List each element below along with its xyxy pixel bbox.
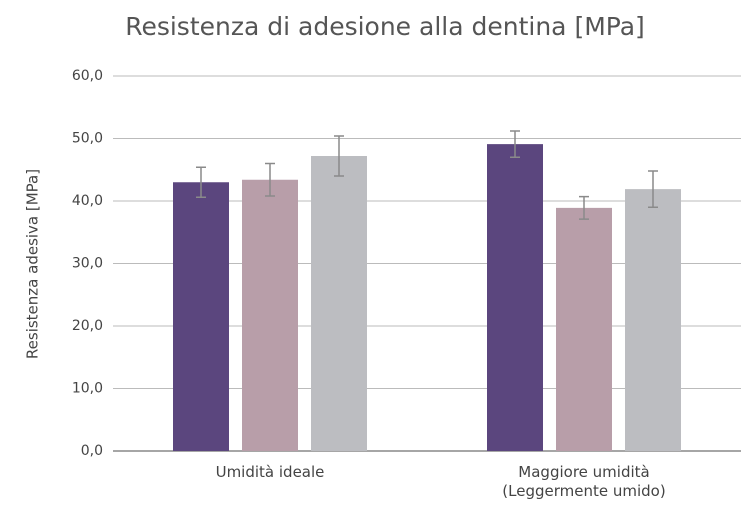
bar	[625, 189, 681, 451]
y-tick-label: 0,0	[81, 443, 103, 459]
bar	[242, 179, 298, 451]
bar	[487, 144, 543, 451]
chart-title: Resistenza di adesione alla dentina [MPa…	[125, 12, 645, 41]
x-tick-label: Umidità ideale	[215, 463, 325, 481]
error-bar	[196, 166, 206, 198]
bar	[173, 182, 229, 451]
y-tick-label: 30,0	[72, 256, 103, 272]
error-bar	[579, 195, 589, 220]
y-tick-label: 10,0	[72, 381, 103, 397]
error-bar	[334, 135, 344, 177]
y-tick-label: 60,0	[72, 68, 103, 84]
error-bar	[648, 170, 658, 208]
bar	[311, 156, 367, 451]
x-tick-label: Maggiore umidità (Leggermente umido)	[502, 463, 666, 500]
bar	[556, 207, 612, 451]
y-tick-label: 20,0	[72, 318, 103, 334]
y-tick-label: 40,0	[72, 193, 103, 209]
y-tick-label: 50,0	[72, 131, 103, 147]
error-bar	[510, 130, 520, 158]
y-axis-label: Resistenza adesiva [MPa]	[24, 169, 42, 359]
error-bar	[265, 162, 275, 197]
